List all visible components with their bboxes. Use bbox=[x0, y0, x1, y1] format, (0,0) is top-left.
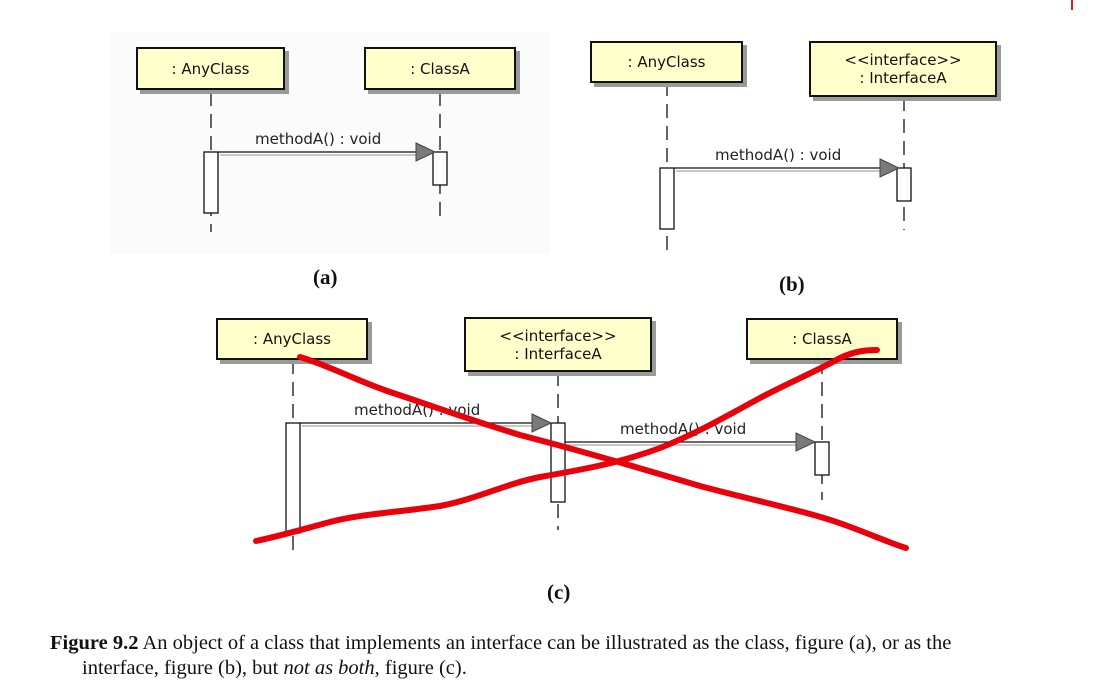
figure-caption: Figure 9.2 An object of a class that imp… bbox=[50, 631, 1090, 681]
arrowhead-b bbox=[879, 158, 901, 178]
activation-a-classa bbox=[432, 151, 448, 186]
subfigure-label-c: (c) bbox=[547, 580, 571, 604]
caption-text-line2a: interface, figure (b), but bbox=[82, 657, 284, 679]
message-label-b: methodA() : void bbox=[715, 146, 842, 164]
lifeline-title: : AnyClass bbox=[253, 330, 331, 348]
lifeline-title: : AnyClass bbox=[171, 59, 250, 78]
strike-stroke-1 bbox=[297, 354, 909, 551]
subfigure-label-b: (b) bbox=[779, 272, 805, 296]
caption-emphasis: not as both bbox=[283, 657, 375, 679]
lifeline-box-b-anyclass: : AnyClass bbox=[590, 41, 743, 83]
activation-c-classa bbox=[814, 441, 830, 476]
caption-text-line1: An object of a class that implements an … bbox=[138, 632, 952, 654]
caption-line2: interface, figure (b), but not as both, … bbox=[50, 656, 1090, 681]
caption-label: Figure 9.2 bbox=[50, 632, 139, 654]
arrowhead-c1 bbox=[531, 413, 553, 433]
lifeline-title: : AnyClass bbox=[627, 53, 706, 71]
lifeline-stereotype: <<interface>> bbox=[844, 51, 962, 69]
subfigure-label-a: (a) bbox=[313, 265, 338, 289]
arrowhead-c2 bbox=[795, 432, 817, 452]
message-label-a: methodA() : void bbox=[255, 130, 382, 148]
lifeline-title: : InterfaceA bbox=[514, 344, 602, 363]
lifeline-title: : ClassA bbox=[410, 59, 470, 78]
lifeline-box-c-interfacea: <<interface>> : InterfaceA bbox=[464, 317, 652, 372]
strike-stroke-2 bbox=[253, 347, 880, 544]
activation-b-interfacea bbox=[896, 167, 912, 202]
page-edge-mark bbox=[1071, 0, 1073, 10]
caption-text-line2b: , figure (c). bbox=[374, 657, 467, 679]
lifeline-box-a-anyclass: : AnyClass bbox=[136, 47, 285, 90]
lifeline-stereotype: <<interface>> bbox=[499, 326, 617, 345]
lifeline-title: : ClassA bbox=[792, 330, 852, 348]
activation-b-anyclass bbox=[659, 167, 675, 230]
lifeline-title: : InterfaceA bbox=[859, 69, 947, 87]
lifeline-box-a-classa: : ClassA bbox=[364, 47, 516, 90]
activation-a-anyclass bbox=[203, 151, 219, 214]
arrowhead-a bbox=[415, 142, 437, 162]
lifeline-box-b-interfacea: <<interface>> : InterfaceA bbox=[809, 41, 997, 97]
lifeline-box-c-anyclass: : AnyClass bbox=[216, 318, 368, 360]
